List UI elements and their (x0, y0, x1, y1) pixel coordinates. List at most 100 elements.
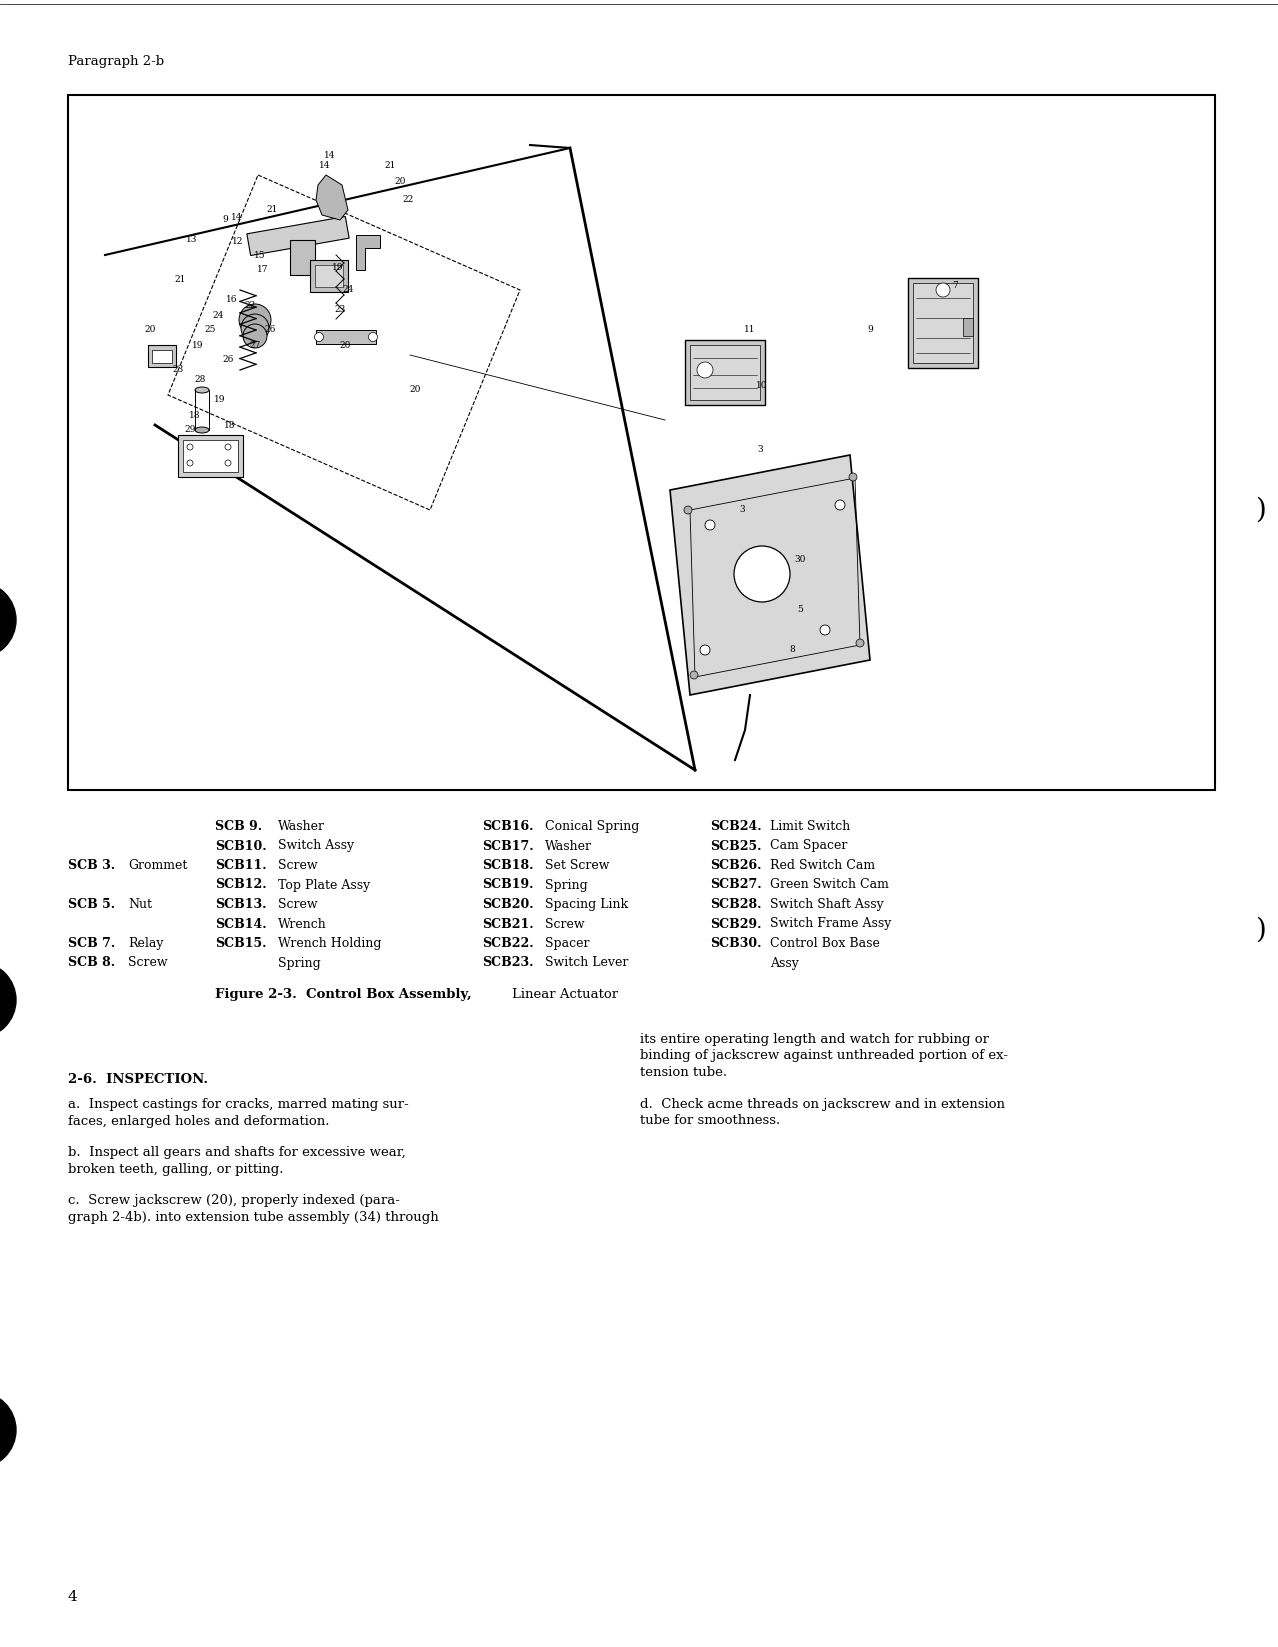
Circle shape (690, 670, 698, 679)
Text: 20: 20 (340, 341, 350, 349)
Text: Limit Switch: Limit Switch (771, 820, 850, 833)
Text: d.  Check acme threads on jackscrew and in extension
tube for smoothness.: d. Check acme threads on jackscrew and i… (640, 1099, 1005, 1128)
Text: SCB 8.: SCB 8. (68, 957, 115, 970)
Text: Cam Spacer: Cam Spacer (771, 840, 847, 853)
Text: 20: 20 (395, 178, 405, 186)
Text: 19: 19 (192, 341, 203, 349)
Text: Paragraph 2-b: Paragraph 2-b (68, 54, 164, 68)
Text: 13: 13 (187, 236, 198, 244)
Text: 26: 26 (222, 356, 234, 364)
Text: Screw: Screw (544, 917, 584, 931)
Circle shape (684, 506, 691, 514)
Text: 10: 10 (757, 380, 768, 389)
Text: SCB25.: SCB25. (711, 840, 762, 853)
Bar (907, 278, 978, 367)
Text: Washer: Washer (544, 840, 592, 853)
Text: 14: 14 (325, 150, 336, 160)
Circle shape (0, 581, 17, 659)
Bar (685, 339, 766, 405)
Circle shape (935, 283, 950, 296)
Text: 12: 12 (233, 237, 244, 247)
Text: SCB26.: SCB26. (711, 860, 762, 871)
Ellipse shape (368, 333, 377, 341)
Text: 30: 30 (795, 555, 805, 565)
Text: 26: 26 (265, 326, 276, 334)
Text: Switch Frame Assy: Switch Frame Assy (771, 917, 891, 931)
Bar (964, 318, 973, 336)
Text: its entire operating length and watch for rubbing or
binding of jackscrew agains: its entire operating length and watch fo… (640, 1033, 1008, 1079)
Text: Washer: Washer (279, 820, 325, 833)
Text: 11: 11 (744, 326, 755, 334)
Circle shape (243, 324, 267, 348)
Text: SCB17.: SCB17. (482, 840, 534, 853)
Text: SCB 5.: SCB 5. (68, 898, 115, 911)
Bar (178, 435, 243, 478)
Bar (290, 240, 314, 275)
Text: 18: 18 (224, 420, 235, 430)
Text: 4: 4 (68, 1589, 78, 1604)
Text: Spacer: Spacer (544, 937, 589, 950)
Text: Set Screw: Set Screw (544, 860, 610, 871)
Text: Control Box Base: Control Box Base (771, 937, 879, 950)
Text: 28: 28 (194, 376, 206, 384)
Text: SCB 3.: SCB 3. (68, 860, 115, 871)
Bar (247, 216, 349, 255)
Ellipse shape (196, 427, 210, 433)
Bar (912, 283, 973, 362)
Text: Nut: Nut (128, 898, 152, 911)
Text: Wrench Holding: Wrench Holding (279, 937, 382, 950)
Text: SCB19.: SCB19. (482, 878, 533, 891)
Text: ): ) (1255, 916, 1266, 944)
Text: 18: 18 (189, 410, 201, 420)
Text: 21: 21 (266, 206, 277, 214)
Bar (148, 344, 176, 367)
Text: Grommet: Grommet (128, 860, 188, 871)
Text: 23: 23 (335, 305, 345, 315)
Text: 21: 21 (174, 275, 185, 285)
Text: Spring: Spring (544, 878, 588, 891)
Ellipse shape (196, 387, 210, 394)
Text: Green Switch Cam: Green Switch Cam (771, 878, 889, 891)
Text: 21: 21 (385, 160, 396, 170)
Circle shape (0, 1392, 17, 1467)
Bar (183, 440, 238, 473)
Text: 2-6.  INSPECTION.: 2-6. INSPECTION. (68, 1072, 208, 1085)
Circle shape (835, 501, 845, 511)
Text: 25: 25 (204, 326, 216, 334)
Circle shape (0, 962, 17, 1038)
Bar (68, 96, 1215, 791)
Text: 29: 29 (184, 425, 196, 435)
Text: 9: 9 (868, 326, 873, 334)
Circle shape (700, 646, 711, 656)
Text: 3: 3 (757, 445, 763, 455)
Text: 24: 24 (212, 311, 224, 320)
Text: SCB20.: SCB20. (482, 898, 534, 911)
Text: SCB10.: SCB10. (215, 840, 267, 853)
Text: SCB16.: SCB16. (482, 820, 533, 833)
Bar (314, 265, 343, 287)
Text: Red Switch Cam: Red Switch Cam (771, 860, 875, 871)
Circle shape (705, 520, 714, 530)
Text: a.  Inspect castings for cracks, marred mating sur-
faces, enlarged holes and de: a. Inspect castings for cracks, marred m… (68, 1099, 409, 1128)
Text: Assy: Assy (771, 957, 799, 970)
Text: 19: 19 (332, 264, 344, 272)
Text: Screw: Screw (279, 898, 318, 911)
Text: Top Plate Assy: Top Plate Assy (279, 878, 371, 891)
Text: Spring: Spring (279, 957, 321, 970)
Text: Relay: Relay (128, 937, 164, 950)
Text: 9: 9 (222, 216, 227, 224)
Circle shape (225, 460, 231, 466)
Ellipse shape (314, 333, 323, 341)
Text: Switch Assy: Switch Assy (279, 840, 354, 853)
Text: 15: 15 (254, 250, 266, 260)
Text: SCB 9.: SCB 9. (215, 820, 262, 833)
Text: 16: 16 (226, 295, 238, 305)
Text: 27: 27 (249, 341, 261, 349)
Text: Wrench: Wrench (279, 917, 327, 931)
Text: Figure 2-3.  Control Box Assembly,: Figure 2-3. Control Box Assembly, (215, 988, 472, 1001)
Text: 22: 22 (244, 300, 256, 310)
Text: 7: 7 (952, 280, 958, 290)
Text: SCB21.: SCB21. (482, 917, 534, 931)
Text: 5: 5 (797, 606, 803, 614)
Text: SCB12.: SCB12. (215, 878, 267, 891)
